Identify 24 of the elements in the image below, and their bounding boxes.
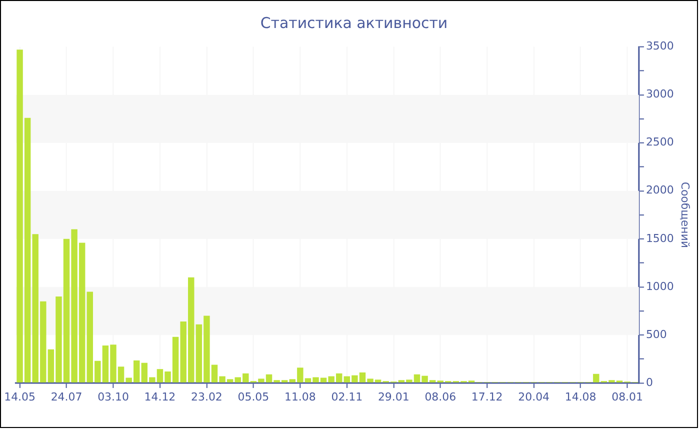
x-tick-label: 23.02 [191, 390, 222, 404]
x-tick-label: 11.08 [284, 390, 316, 404]
x-tick-label: 29.01 [378, 390, 410, 404]
y-tick-label: 3500 [646, 40, 674, 53]
y-tick-label: 3000 [646, 88, 674, 101]
x-tick-label: 03.10 [98, 390, 129, 404]
x-tick-label: 05.05 [238, 390, 270, 404]
y-axis-title: Сообщений [678, 182, 692, 248]
x-tick-label: 17.12 [471, 390, 503, 404]
x-tick-label: 08.01 [612, 390, 643, 404]
y-tick-label: 1000 [646, 280, 674, 293]
x-tick-label: 20.04 [518, 390, 550, 404]
x-tick-label: 14.08 [564, 390, 596, 404]
y-tick-label: 1500 [646, 232, 674, 245]
chart-title: Статистика активности [260, 14, 448, 32]
y-tick-label: 2000 [646, 184, 674, 197]
x-tick-label: 14.05 [4, 390, 36, 404]
x-tick-label: 14.12 [144, 390, 176, 404]
y-tick-label: 0 [646, 376, 653, 389]
x-tick-label: 08.06 [424, 390, 456, 404]
y-tick-label: 2500 [646, 136, 674, 149]
x-tick-label: 24.07 [50, 390, 82, 404]
y-tick-label: 500 [646, 328, 667, 341]
x-tick-label: 02.11 [331, 390, 363, 404]
